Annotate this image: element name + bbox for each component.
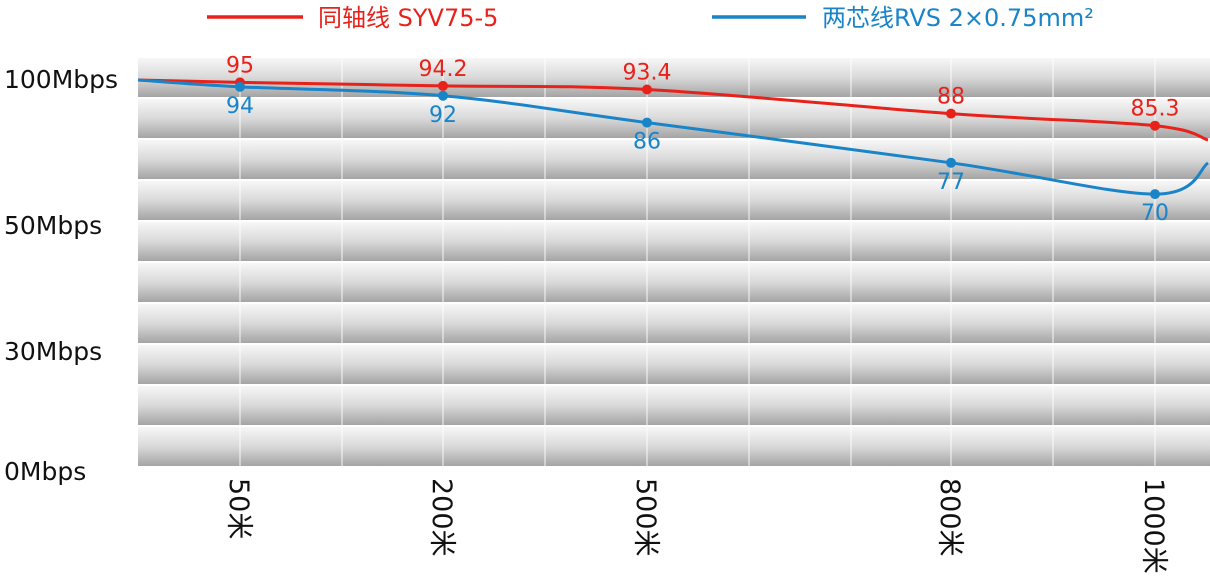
- background-band: [138, 427, 1210, 466]
- y-tick-label: 100Mbps: [4, 65, 118, 94]
- data-point: [438, 80, 448, 91]
- data-point: [1150, 189, 1160, 200]
- data-label: 85.3: [1131, 97, 1180, 122]
- background-band: [138, 140, 1210, 179]
- legend-label: 同轴线 SYV75-5: [318, 4, 498, 32]
- data-point: [1150, 120, 1160, 131]
- plot-background-bands: [138, 58, 1210, 466]
- legend: 同轴线 SYV75-5 两芯线RVS 2×0.75mm²: [207, 4, 1094, 32]
- background-band: [138, 263, 1210, 302]
- y-axis-tick-labels: 100Mbps 50Mbps 30Mbps 0Mbps: [4, 65, 118, 486]
- data-point: [642, 84, 652, 95]
- data-point: [438, 90, 448, 101]
- data-label: 94.2: [419, 57, 468, 82]
- data-labels: 95 94.2 93.4 88 85.3 94 92 86 77 70: [226, 53, 1179, 226]
- data-label: 94: [226, 94, 254, 119]
- data-label: 93.4: [623, 61, 672, 86]
- data-label: 95: [226, 53, 254, 78]
- background-band: [138, 222, 1210, 261]
- background-band: [138, 304, 1210, 343]
- y-tick-label: 0Mbps: [4, 457, 86, 486]
- y-tick-label: 50Mbps: [4, 211, 102, 240]
- background-band: [138, 181, 1210, 220]
- x-tick-label: 800米: [934, 478, 965, 557]
- x-tick-label: 500米: [630, 478, 661, 557]
- x-tick-label: 200米: [426, 478, 457, 557]
- data-point: [235, 81, 245, 92]
- x-axis-tick-labels: 50米 200米 500米 800米 1000米: [223, 478, 1169, 574]
- data-point: [946, 157, 956, 168]
- x-tick-label: 1000米: [1138, 478, 1169, 574]
- data-points: [235, 77, 1160, 200]
- background-band: [138, 345, 1210, 384]
- data-point: [946, 108, 956, 119]
- x-tick-label: 50米: [223, 478, 254, 539]
- data-label: 70: [1141, 201, 1169, 226]
- data-label: 92: [429, 103, 457, 128]
- data-point: [642, 117, 652, 128]
- y-tick-label: 30Mbps: [4, 337, 102, 366]
- data-label: 77: [937, 170, 965, 195]
- data-label: 86: [633, 130, 661, 155]
- background-band: [138, 386, 1210, 425]
- data-label: 88: [937, 85, 965, 110]
- legend-label: 两芯线RVS 2×0.75mm²: [822, 4, 1094, 32]
